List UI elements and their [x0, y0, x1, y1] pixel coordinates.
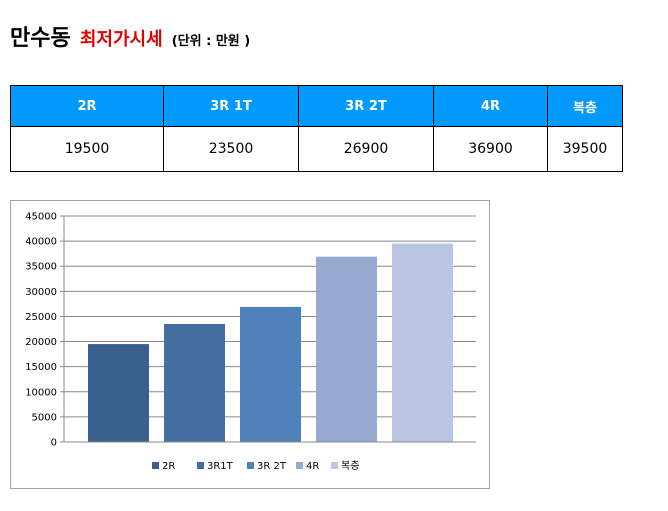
y-tick-label: 30000 — [25, 287, 57, 298]
y-tick-label: 40000 — [25, 237, 57, 248]
value-cell: 36900 — [433, 126, 548, 172]
y-tick-label: 10000 — [25, 387, 57, 398]
bar-4 — [316, 256, 377, 442]
bar-2 — [164, 323, 225, 442]
y-tick-label: 15000 — [25, 362, 57, 373]
y-tick-label: 5000 — [32, 412, 57, 423]
legend-label: 2R — [162, 461, 175, 472]
legend-swatch — [197, 462, 204, 469]
y-tick-label: 0 — [51, 438, 57, 449]
legend-label: 복층 — [341, 460, 359, 472]
legend-swatch — [331, 462, 338, 469]
value-cell: 26900 — [298, 126, 434, 172]
y-tick-label: 20000 — [25, 337, 57, 348]
value-cell: 19500 — [10, 126, 164, 172]
bar-1 — [88, 344, 149, 442]
legend-label: 3R1T — [207, 461, 234, 472]
legend-label: 3R 2T — [257, 461, 287, 472]
y-tick-label: 45000 — [25, 212, 57, 223]
y-tick-label: 25000 — [25, 312, 57, 323]
legend-swatch — [247, 462, 254, 469]
header-cell: 3R 1T — [163, 85, 299, 127]
header-cell: 4R — [433, 85, 548, 127]
price-table: 2R 3R 1T 3R 2T 4R 복층 19500 23500 26900 3… — [10, 85, 623, 172]
legend-swatch — [296, 462, 303, 469]
y-tick-label: 35000 — [25, 262, 57, 273]
legend-label: 4R — [306, 461, 319, 472]
header-cell: 2R — [10, 85, 164, 127]
title-unit: (단위 : 만원 ) — [171, 34, 251, 49]
bar-3 — [240, 306, 301, 442]
table-row: 19500 23500 26900 36900 39500 — [10, 126, 623, 172]
value-cell: 23500 — [163, 126, 299, 172]
bar-chart: 0 5000 10000 15000 20000 25000 30000 35000 40000… — [10, 200, 490, 489]
header-cell: 3R 2T — [298, 85, 434, 127]
header-cell: 복층 — [547, 85, 623, 127]
bar-5 — [392, 243, 453, 442]
chart-svg: 0 5000 10000 15000 20000 25000 30000 35000 40000… — [25, 212, 476, 472]
page-title: 만수동 최저가시세 (단위 : 만원 ) — [10, 20, 250, 52]
title-main: 만수동 — [10, 26, 71, 51]
title-subtitle: 최저가시세 — [79, 29, 163, 50]
value-cell: 39500 — [547, 126, 623, 172]
legend-swatch — [152, 462, 159, 469]
table-header-row: 2R 3R 1T 3R 2T 4R 복층 — [10, 85, 623, 127]
